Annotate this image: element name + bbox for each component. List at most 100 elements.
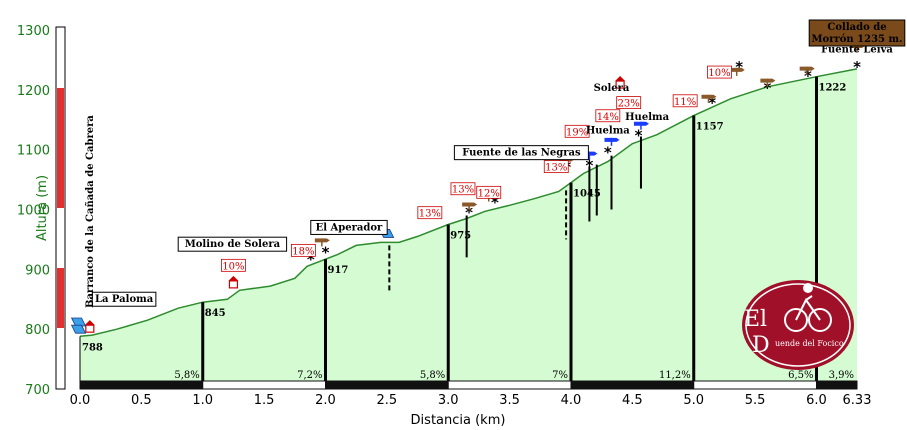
y-tick-label: 1200 xyxy=(17,84,50,99)
viewpoint-star-icon: * xyxy=(763,79,771,97)
distance-bar-segment xyxy=(815,380,858,390)
place-label: Fuente de las Negras xyxy=(453,145,589,161)
x-tick-label: 2.0 xyxy=(315,393,336,408)
y-axis-ticks: 700 800 900 1000 1100 1200 1300 xyxy=(17,24,50,398)
ruler-band-red-lower xyxy=(57,268,64,328)
x-tick-label: 3.5 xyxy=(499,393,520,408)
gradient-label: 13% xyxy=(450,182,476,196)
gradient-label: 12% xyxy=(476,185,502,199)
viewpoint-star-icon: * xyxy=(604,143,612,161)
place-label: Huelma xyxy=(586,126,630,137)
signpost-icon xyxy=(633,121,649,130)
distance-bar-segment xyxy=(447,380,572,390)
svg-text:23%: 23% xyxy=(618,99,640,110)
distance-bar: 5,8% 7,2% 5,8% 7% 11,2% 6,5% 3,9% xyxy=(79,370,858,390)
viewpoint-star-icon: * xyxy=(804,67,812,85)
profile-line xyxy=(79,68,858,338)
logo-line1: El xyxy=(744,307,767,332)
place-label: Solera xyxy=(594,83,630,94)
cyclist-icon xyxy=(784,283,832,332)
viewpoint-star-icon: * xyxy=(491,194,499,212)
altitude-label: 917 xyxy=(327,265,348,276)
gradient-label: 14% xyxy=(595,109,621,123)
house-icon xyxy=(228,275,239,289)
svg-text:Solera: Solera xyxy=(594,83,630,94)
place-label: La Paloma xyxy=(91,291,157,307)
gradient-label: 11% xyxy=(672,94,698,108)
svg-text:11%: 11% xyxy=(674,97,696,108)
altitude-label: 1045 xyxy=(573,189,601,200)
profile-fill xyxy=(80,68,857,382)
route-labels: 10%18%12%13%13%12%13%19%14%23%11%10%La P… xyxy=(91,19,906,307)
altitude-label: 1222 xyxy=(818,83,846,94)
segment-gradient-label: 7% xyxy=(552,370,568,381)
altitude-ruler xyxy=(55,26,66,390)
svg-text:Collado de: Collado de xyxy=(827,22,886,33)
svg-text:13%: 13% xyxy=(419,209,441,220)
svg-text:Fuente Leiva: Fuente Leiva xyxy=(821,45,893,56)
x-tick-label: 6.33 xyxy=(843,393,872,408)
signpost-icon xyxy=(701,94,717,103)
svg-text:18%: 18% xyxy=(292,246,314,257)
gradient-label: 18% xyxy=(291,243,316,257)
x-tick-label: 0.5 xyxy=(131,393,152,408)
gradient-label: 10% xyxy=(221,258,246,272)
x-tick-label: 5.0 xyxy=(683,393,704,408)
segment-gradient-label: 5,8% xyxy=(420,370,445,381)
x-tick-label: 2.5 xyxy=(377,393,398,408)
place-label: Huelma xyxy=(625,112,669,123)
signpost-icon xyxy=(799,66,815,75)
altitude-label: 975 xyxy=(450,230,471,241)
fountain-icon xyxy=(70,324,87,334)
gradient-label: 23% xyxy=(616,96,642,110)
gradient-label: 19% xyxy=(564,124,590,138)
signpost-icon xyxy=(462,202,478,211)
signpost-icon xyxy=(760,78,776,87)
svg-text:Molino de Solera: Molino de Solera xyxy=(185,239,281,250)
y-axis-title: Altura (m) xyxy=(35,175,50,241)
distance-bar-segment xyxy=(79,380,204,390)
viewpoint-star-icon: * xyxy=(635,127,643,145)
svg-text:13%: 13% xyxy=(545,163,567,174)
y-tick-label: 900 xyxy=(25,263,50,278)
segment-gradient-label: 11,2% xyxy=(659,370,691,381)
segment-gradient-label: 6,5% xyxy=(788,370,813,381)
signpost-icon xyxy=(729,67,745,76)
segment-gradient-label: 7,2% xyxy=(297,370,322,381)
house-icon xyxy=(84,320,95,333)
svg-text:Morrón 1235 m.: Morrón 1235 m. xyxy=(811,34,902,45)
y-tick-label: 800 xyxy=(25,323,50,338)
x-tick-label: 6.0 xyxy=(806,393,827,408)
place-label: El Aperador xyxy=(310,219,388,235)
x-tick-label: 0.0 xyxy=(70,393,91,408)
svg-text:13%: 13% xyxy=(452,185,474,196)
altitude-label: 1157 xyxy=(696,122,724,133)
viewpoint-star-icon: * xyxy=(322,243,330,261)
gradient-label: 10% xyxy=(707,65,732,79)
distance-bar-segment xyxy=(570,380,695,390)
svg-text:12%: 12% xyxy=(478,188,500,199)
segment-gradient-label: 3,9% xyxy=(829,370,854,381)
distance-bar-segment xyxy=(693,380,817,390)
distance-bar-segment xyxy=(324,380,449,390)
svg-text:10%: 10% xyxy=(708,68,730,79)
place-label: Molino de Solera xyxy=(177,236,288,252)
altitude-label: 788 xyxy=(82,342,103,353)
fountain-icon xyxy=(70,317,87,327)
y-tick-label: 700 xyxy=(25,383,50,398)
x-tick-label: 4.5 xyxy=(622,393,643,408)
logo-line2: D xyxy=(752,333,770,358)
altitude-label: 845 xyxy=(205,308,226,319)
svg-text:Huelma: Huelma xyxy=(586,126,630,137)
y-tick-label: 1000 xyxy=(17,204,50,219)
svg-text:Fuente de las Negras: Fuente de las Negras xyxy=(462,148,581,159)
y-tick-label: 1300 xyxy=(17,24,50,39)
start-place-label: Barranco de la Cañada de Cabrera xyxy=(85,115,96,308)
viewpoint-star-icon: * xyxy=(465,203,473,221)
x-tick-label: 4.0 xyxy=(561,393,582,408)
house-icon xyxy=(615,76,626,89)
ruler-band-red-upper xyxy=(57,88,64,208)
logo: El D uende del Focico xyxy=(742,280,854,370)
